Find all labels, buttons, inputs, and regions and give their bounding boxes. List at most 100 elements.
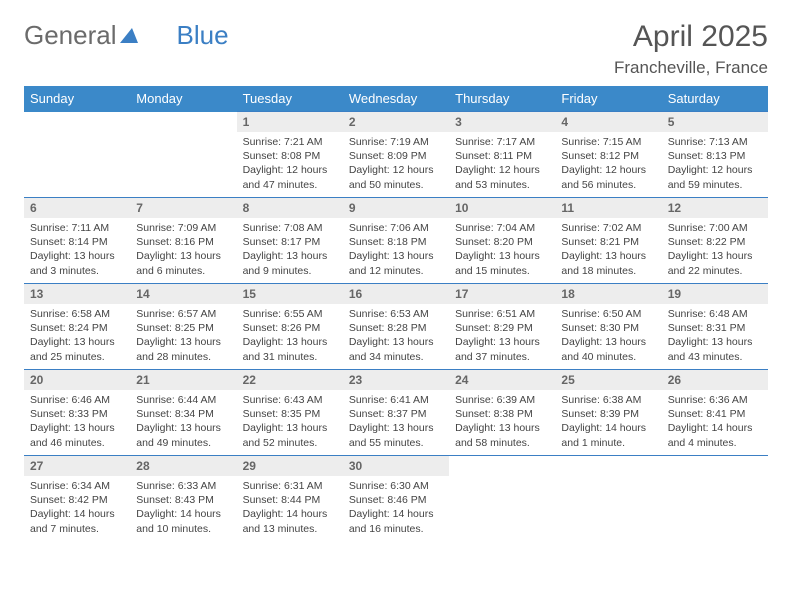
daylight-label: Daylight: [349, 422, 393, 434]
sunset-value: 8:38 PM [494, 408, 533, 420]
sail-icon [119, 20, 139, 51]
daylight-label: Daylight: [30, 336, 74, 348]
calendar-cell [24, 112, 130, 198]
daylight-label: Daylight: [30, 422, 74, 434]
daylight-line: Daylight: 13 hours and 22 minutes. [668, 249, 762, 277]
sunset-label: Sunset: [136, 408, 175, 420]
sunset-line: Sunset: 8:22 PM [668, 235, 762, 249]
calendar-cell: 25 Sunrise: 6:38 AMSunset: 8:39 PMDayligh… [555, 370, 661, 456]
sunrise-line: Sunrise: 6:36 AM [668, 393, 762, 407]
day-info: Sunrise: 7:04 AMSunset: 8:20 PMDaylight:… [449, 218, 555, 283]
title-block: April 2025 Francheville, France [614, 20, 768, 78]
daylight-label: Daylight: [455, 336, 499, 348]
daylight-line: Daylight: 13 hours and 40 minutes. [561, 335, 655, 363]
sunset-value: 8:09 PM [387, 150, 426, 162]
sunrise-value: 6:50 AM [603, 308, 642, 320]
daylight-label: Daylight: [561, 164, 605, 176]
sunset-label: Sunset: [30, 408, 69, 420]
sunrise-value: 6:44 AM [178, 394, 217, 406]
sunrise-line: Sunrise: 7:11 AM [30, 221, 124, 235]
sunset-line: Sunset: 8:39 PM [561, 407, 655, 421]
sunrise-value: 6:58 AM [71, 308, 110, 320]
daylight-line: Daylight: 13 hours and 15 minutes. [455, 249, 549, 277]
calendar-cell: 11Sunrise: 7:02 AMSunset: 8:21 PMDayligh… [555, 198, 661, 284]
day-info: Sunrise: 6:36 AMSunset: 8:41 PMDaylight:… [662, 390, 768, 455]
day-number: 15 [237, 284, 343, 304]
sunrise-line: Sunrise: 6:58 AM [30, 307, 124, 321]
calendar-cell: 9Sunrise: 7:06 AMSunset: 8:18 PMDaylight… [343, 198, 449, 284]
day-number: 28 [130, 456, 236, 476]
day-info: Sunrise: 7:09 AMSunset: 8:16 PMDaylight:… [130, 218, 236, 283]
day-info: Sunrise: 6:43 AMSunset: 8:35 PMDaylight:… [237, 390, 343, 455]
calendar-row: 13Sunrise: 6:58 AMSunset: 8:24 PMDayligh… [24, 284, 768, 370]
sunset-label: Sunset: [349, 236, 388, 248]
sunset-value: 8:08 PM [281, 150, 320, 162]
daylight-label: Daylight: [668, 250, 712, 262]
sunrise-line: Sunrise: 7:08 AM [243, 221, 337, 235]
calendar-cell: 14Sunrise: 6:57 AMSunset: 8:25 PMDayligh… [130, 284, 236, 370]
day-number: 21 [130, 370, 236, 390]
sunset-value: 8:43 PM [175, 494, 214, 506]
calendar-cell: 17Sunrise: 6:51 AMSunset: 8:29 PMDayligh… [449, 284, 555, 370]
sunset-value: 8:26 PM [281, 322, 320, 334]
sunrise-label: Sunrise: [30, 308, 71, 320]
sunset-value: 8:29 PM [494, 322, 533, 334]
sunset-line: Sunset: 8:34 PM [136, 407, 230, 421]
sunrise-label: Sunrise: [30, 394, 71, 406]
sunset-label: Sunset: [561, 408, 600, 420]
sunrise-value: 6:31 AM [284, 480, 323, 492]
calendar-cell: 1Sunrise: 7:21 AMSunset: 8:08 PMDaylight… [237, 112, 343, 198]
calendar-cell: 20 Sunrise: 6:46 AMSunset: 8:33 PM Dayligh… [24, 370, 130, 456]
sunset-line: Sunset: 8:16 PM [136, 235, 230, 249]
daylight-label: Daylight: [243, 250, 287, 262]
day-number: 25 [555, 370, 661, 390]
daylight-line: Daylight: 12 hours and 53 minutes. [455, 163, 549, 191]
sunrise-line: Sunrise: 6:53 AM [349, 307, 443, 321]
sunrise-line: Sunrise: 7:02 AM [561, 221, 655, 235]
sunset-line: Sunset: 8:37 PM [349, 407, 443, 421]
sunset-label: Sunset: [136, 322, 175, 334]
calendar-cell: 19Sunrise: 6:48 AMSunset: 8:31 PMDayligh… [662, 284, 768, 370]
day-number: 27 [24, 456, 130, 476]
month-title: April 2025 [614, 20, 768, 54]
sunset-value: 8:42 PM [69, 494, 108, 506]
day-number: 22 [237, 370, 343, 390]
daylight-line: Daylight: 13 hours and 52 minutes. [243, 421, 337, 449]
sunrise-line: Sunrise: 6:38 AM [561, 393, 655, 407]
sunrise-value: 6:57 AM [178, 308, 217, 320]
day-info: Sunrise: 7:19 AMSunset: 8:09 PMDaylight:… [343, 132, 449, 197]
sunrise-line: Sunrise: 7:09 AM [136, 221, 230, 235]
day-number: 2 [343, 112, 449, 132]
sunset-label: Sunset: [455, 408, 494, 420]
sunrise-label: Sunrise: [668, 394, 709, 406]
sunset-value: 8:33 PM [69, 408, 108, 420]
sunrise-label: Sunrise: [243, 308, 284, 320]
daylight-label: Daylight: [30, 508, 74, 520]
sunrise-line: Sunrise: 6:41 AM [349, 393, 443, 407]
daylight-label: Daylight: [136, 422, 180, 434]
sunset-value: 8:17 PM [281, 236, 320, 248]
daylight-label: Daylight: [349, 250, 393, 262]
day-info: Sunrise: 7:06 AMSunset: 8:18 PMDaylight:… [343, 218, 449, 283]
calendar-cell [662, 456, 768, 542]
brand-part2: Blue [177, 20, 229, 51]
daylight-line: Daylight: 14 hours and 1 minute. [561, 421, 655, 449]
daylight-line: Daylight: 13 hours and 37 minutes. [455, 335, 549, 363]
sunrise-label: Sunrise: [243, 480, 284, 492]
weekday-header: Friday [555, 86, 661, 112]
daylight-line: Daylight: 14 hours and 7 minutes. [30, 507, 124, 535]
sunrise-value: 6:46 AM [71, 394, 110, 406]
day-number: 20 [24, 370, 130, 390]
sunrise-line: Sunrise: 7:13 AM [668, 135, 762, 149]
calendar-cell: 3Sunrise: 7:17 AMSunset: 8:11 PMDaylight… [449, 112, 555, 198]
sunrise-value: 7:08 AM [284, 222, 323, 234]
calendar-cell: 23Sunrise: 6:41 AMSunset: 8:37 PMDayligh… [343, 370, 449, 456]
sunset-value: 8:20 PM [494, 236, 533, 248]
sunrise-value: 7:04 AM [497, 222, 536, 234]
sunrise-label: Sunrise: [668, 308, 709, 320]
sunset-line: Sunset: 8:11 PM [455, 149, 549, 163]
sunset-value: 8:44 PM [281, 494, 320, 506]
sunset-line: Sunset: 8:26 PM [243, 321, 337, 335]
day-number: 3 [449, 112, 555, 132]
sunset-line: Sunset: 8:21 PM [561, 235, 655, 249]
